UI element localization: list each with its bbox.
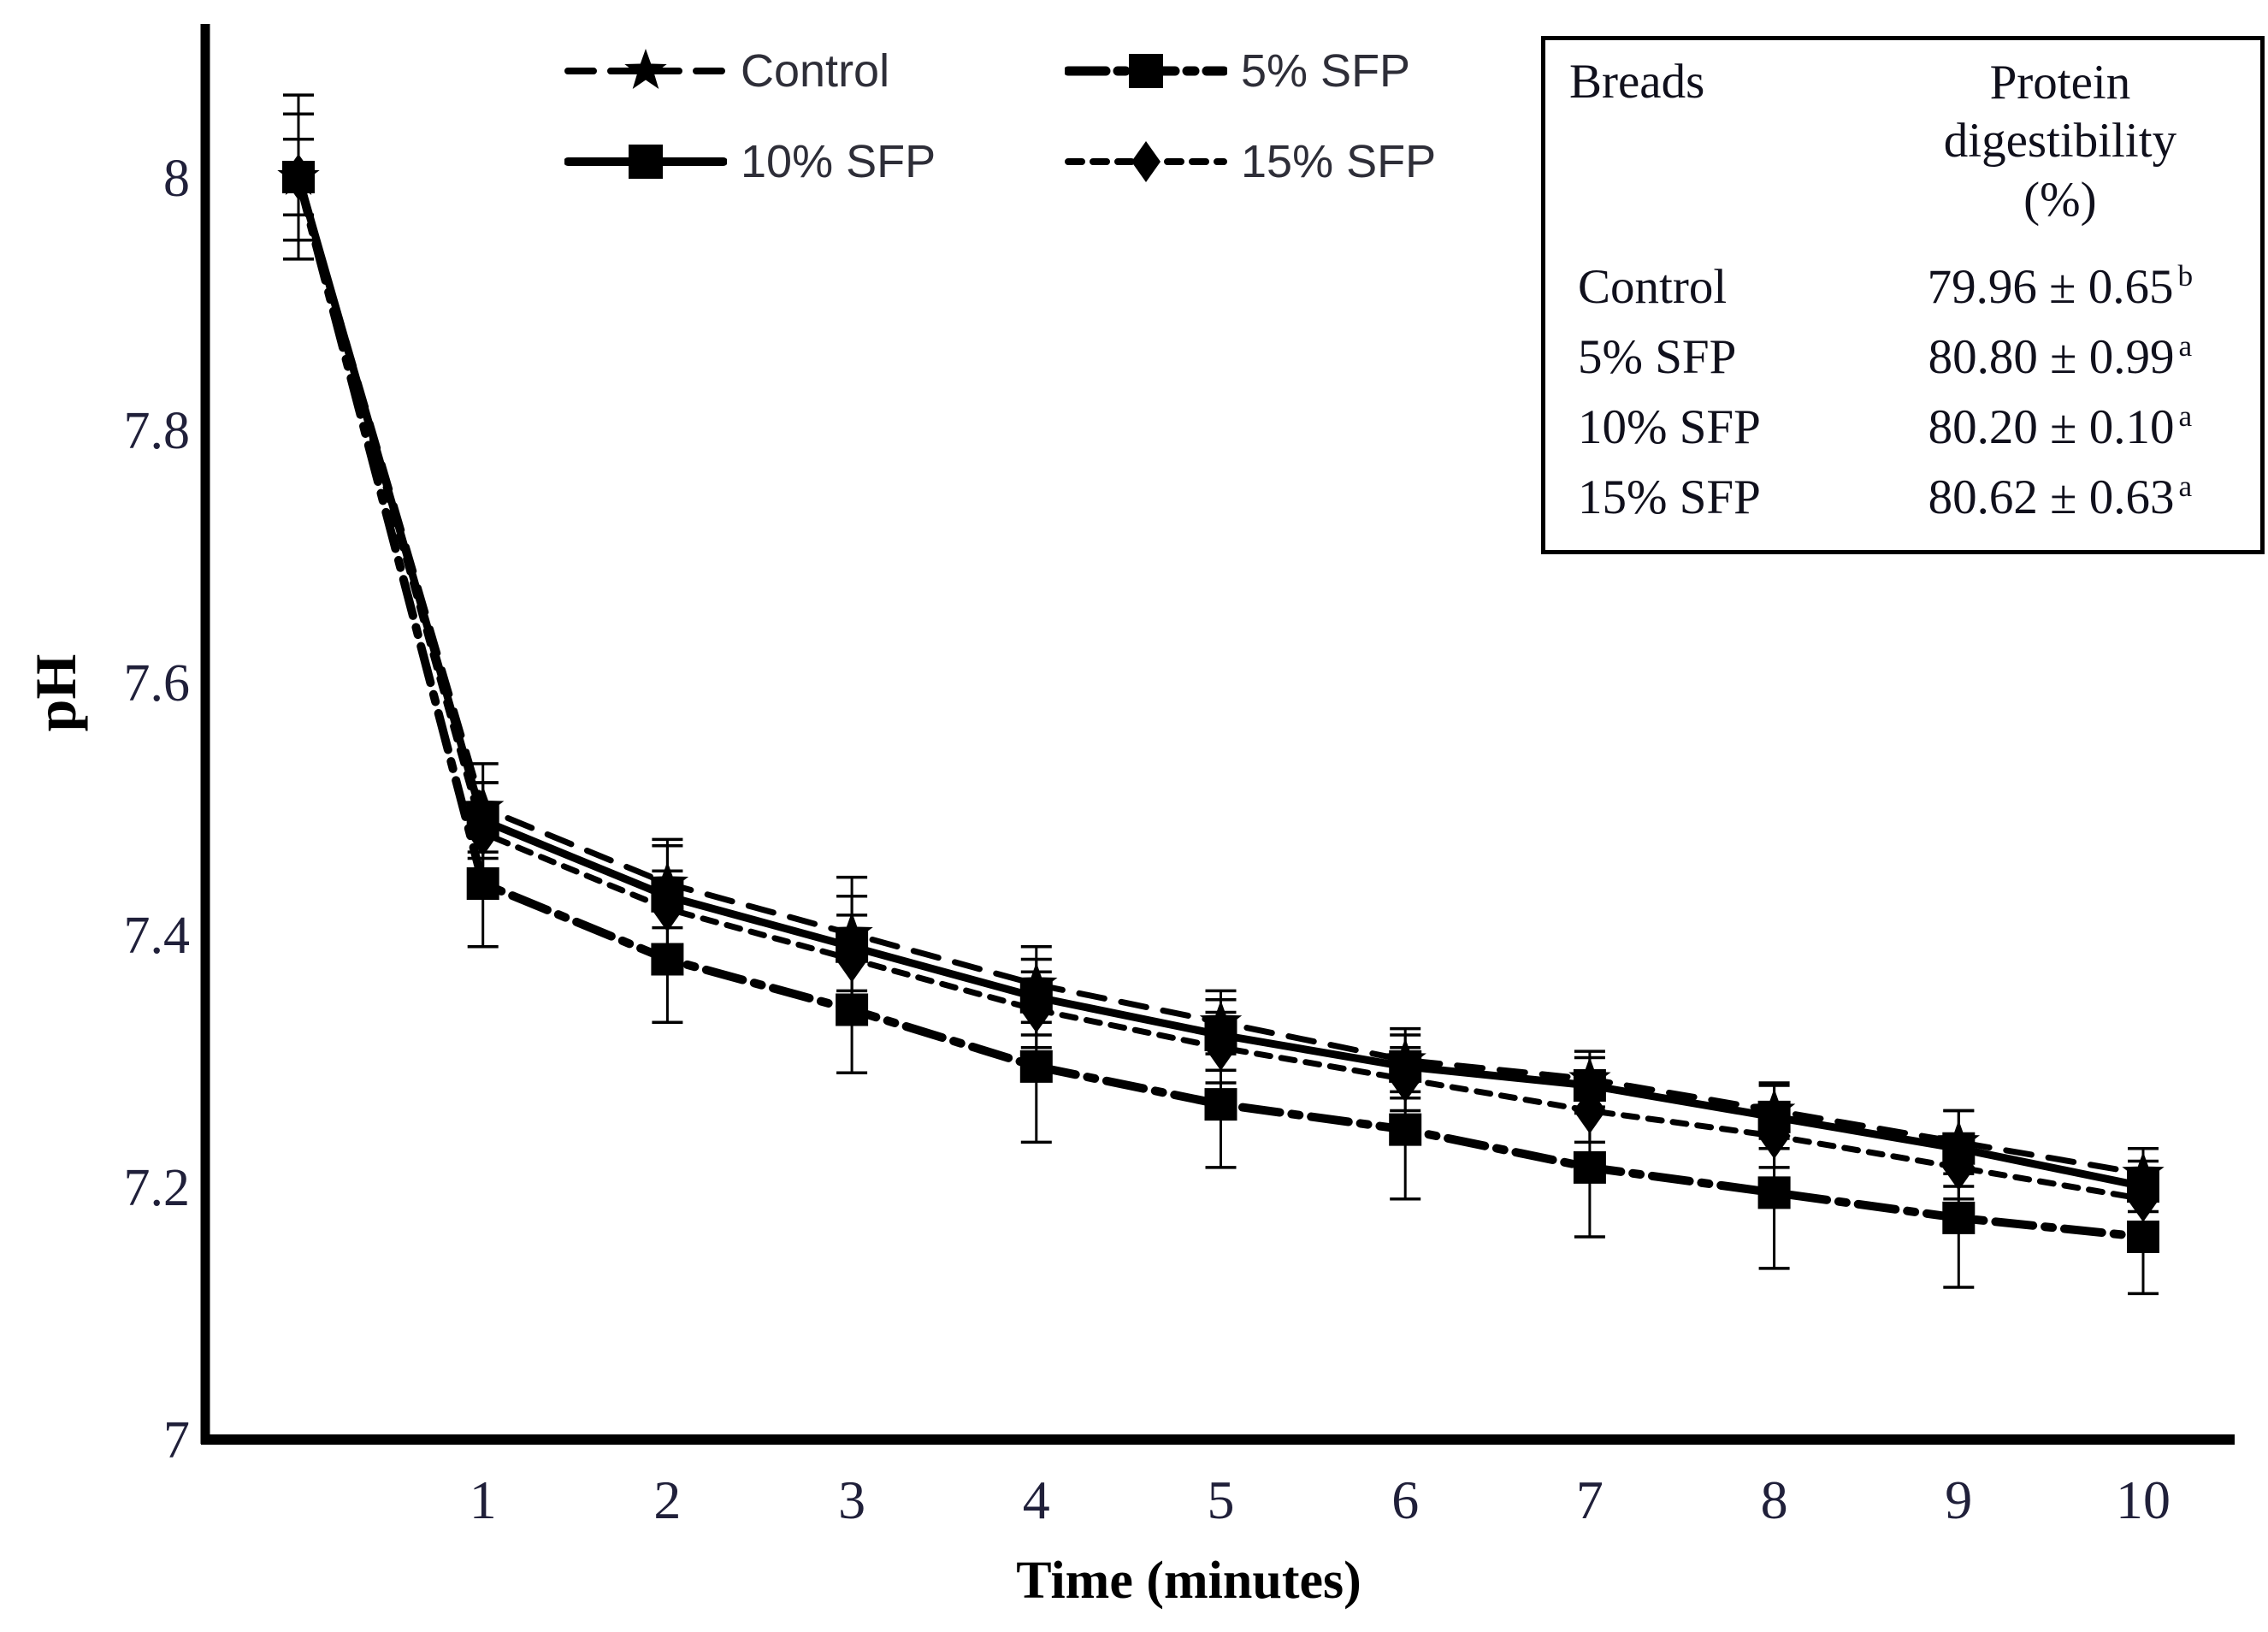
legend-label-10-sfp: 10% SFP — [741, 136, 936, 187]
legend-item-10-sfp: 10% SFP — [564, 135, 1065, 188]
series-5-sfp-square-marker — [1757, 1176, 1791, 1209]
x-tick-label: 3 — [838, 1469, 865, 1530]
series-5-sfp-square-marker — [2127, 1221, 2159, 1253]
y-tick-label: 7.6 — [124, 654, 191, 713]
series-15-sfp-diamond-marker — [2127, 1175, 2159, 1222]
series-15-sfp-diamond-marker — [282, 154, 315, 200]
table-row: Control 79.96 ± 0.65 b — [1545, 251, 2260, 322]
header-line-1: Protein — [1989, 56, 2131, 109]
control-line-marker-swatch — [564, 49, 727, 89]
series-15-sfp-diamond-marker — [1757, 1113, 1791, 1159]
protein-digestibility-table: Breads Protein digestibility (%) Control… — [1541, 36, 2265, 554]
series-5-sfp-square-marker — [836, 993, 869, 1026]
y-tick-label: 7 — [163, 1411, 190, 1469]
significance-letter: a — [2178, 470, 2193, 504]
legend-label-5-sfp: 5% SFP — [1241, 45, 1411, 97]
x-tick-label: 2 — [653, 1469, 681, 1530]
header-line-2: digestibility — [1943, 114, 2177, 169]
significance-letter: a — [2178, 399, 2193, 434]
value-text: 80.20 ± 0.10 — [1928, 400, 2175, 455]
value-text: 80.62 ± 0.63 — [1928, 470, 2175, 525]
series-5-sfp-square-marker — [1573, 1150, 1606, 1184]
digestibility-value: 80.20 ± 0.10 a — [1860, 399, 2260, 455]
bread-name: Control — [1578, 259, 1728, 314]
header-line-3: (%) — [2023, 172, 2097, 227]
x-tick-label: 8 — [1761, 1469, 1788, 1530]
table-header-protein-digestibility: Protein digestibility (%) — [1860, 54, 2260, 229]
series-5-sfp-square-marker — [1204, 1088, 1237, 1121]
series-15-sfp-diamond-marker — [1942, 1144, 1976, 1191]
value-text: 80.80 ± 0.99 — [1928, 330, 2175, 385]
x-tick-label: 10 — [2116, 1469, 2171, 1530]
series-15-sfp-diamond-marker — [466, 810, 499, 856]
y-axis-title: pH — [23, 654, 88, 732]
table-header-breads: Breads — [1569, 55, 1705, 109]
legend-label-15-sfp: 15% SFP — [1241, 136, 1437, 187]
table-row: 5% SFP 80.80 ± 0.99 a — [1545, 322, 2260, 392]
legend-label-control: Control — [741, 45, 890, 97]
series-15-sfp-diamond-marker — [1019, 986, 1053, 1033]
digestibility-value: 80.80 ± 0.99 a — [1860, 328, 2260, 385]
x-tick-label: 9 — [1945, 1469, 1972, 1530]
chart-legend: Control 5% SFP 10% SFP 15% SFP — [564, 44, 1539, 188]
x-tick-label: 7 — [1576, 1469, 1604, 1530]
series-15-sfp-diamond-marker — [1389, 1055, 1422, 1103]
legend-item-15-sfp: 15% SFP — [1065, 135, 1539, 188]
digestibility-value: 79.96 ± 0.65 b — [1860, 258, 2260, 315]
series-5-sfp-square-marker — [1942, 1201, 1976, 1234]
bread-name: 15% SFP — [1578, 470, 1761, 524]
digestibility-value: 80.62 ± 0.63 a — [1860, 469, 2260, 525]
legend-diamond-marker — [1131, 141, 1161, 182]
sfp5-line-marker-swatch — [1065, 54, 1227, 88]
bread-name: 10% SFP — [1578, 399, 1761, 454]
sfp15-line-marker-swatch — [1065, 141, 1227, 182]
table-row: 15% SFP 80.62 ± 0.63 a — [1545, 462, 2260, 532]
y-tick-label: 7.4 — [124, 907, 191, 965]
series-5-sfp-square-marker — [466, 867, 499, 900]
bread-name: 5% SFP — [1578, 329, 1737, 384]
significance-letter: b — [2177, 259, 2194, 293]
series-5-sfp-square-marker — [651, 943, 684, 976]
sfp10-line-marker-swatch — [564, 145, 727, 179]
legend-square-marker — [1129, 54, 1163, 88]
x-axis-title: Time (minutes) — [1016, 1552, 1361, 1610]
legend-item-5-sfp: 5% SFP — [1065, 44, 1539, 98]
legend-item-control: Control — [564, 44, 1065, 98]
x-tick-label: 4 — [1023, 1469, 1050, 1530]
legend-square-marker — [629, 145, 663, 179]
series-15-sfp-diamond-marker — [1573, 1087, 1606, 1134]
x-tick-label: 1 — [470, 1469, 497, 1530]
y-tick-label: 7.2 — [124, 1159, 191, 1217]
x-tick-label: 6 — [1391, 1469, 1419, 1530]
x-tick-label: 5 — [1208, 1469, 1235, 1530]
value-text: 79.96 ± 0.65 — [1927, 260, 2174, 315]
y-tick-label: 8 — [163, 150, 190, 208]
series-5-sfp-square-marker — [1389, 1113, 1422, 1146]
table-body: Control 79.96 ± 0.65 b 5% SFP 80.80 ± 0.9… — [1545, 251, 2260, 532]
table-row: 10% SFP 80.20 ± 0.10 a — [1545, 392, 2260, 462]
significance-letter: a — [2178, 329, 2193, 364]
series-15-sfp-diamond-marker — [836, 936, 869, 983]
series-5-sfp-square-marker — [1019, 1050, 1053, 1083]
series-15-sfp-diamond-marker — [651, 885, 684, 932]
y-tick-label: 7.8 — [124, 402, 191, 460]
legend-star-marker — [624, 49, 667, 89]
table-header-row: Breads Protein digestibility (%) — [1545, 40, 2260, 229]
series-15-sfp-diamond-marker — [1204, 1024, 1237, 1071]
